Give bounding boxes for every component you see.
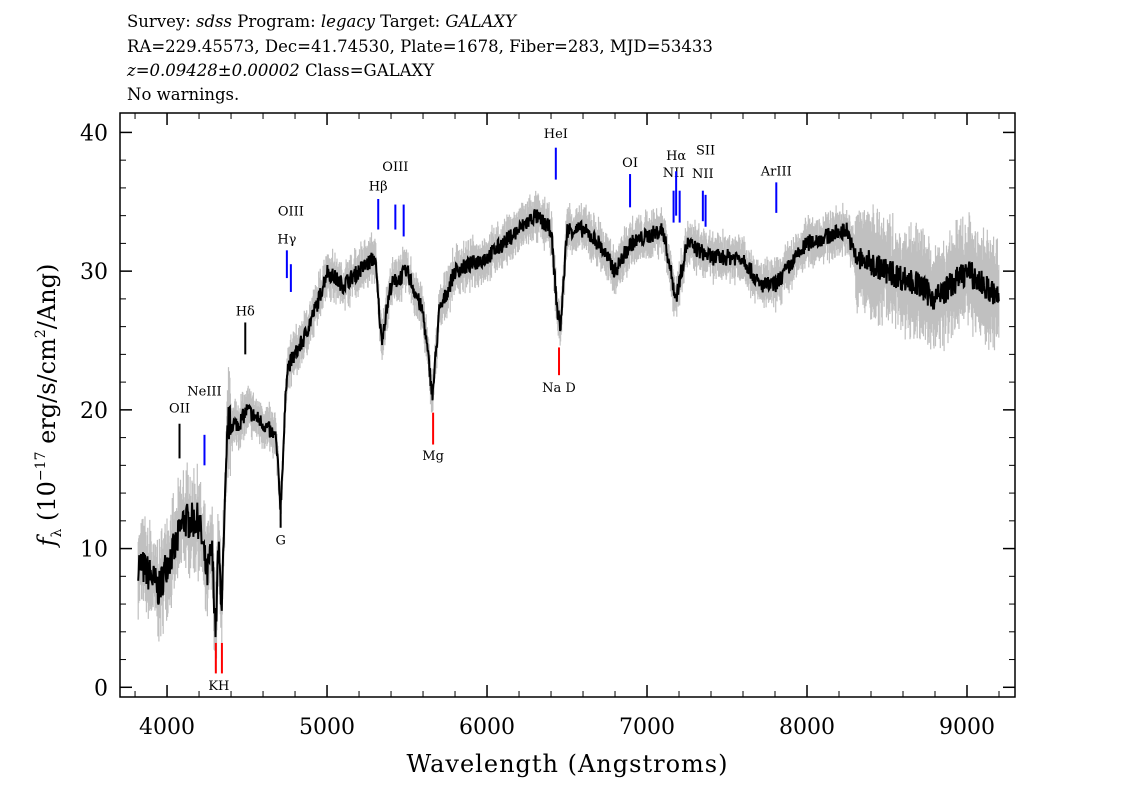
header-line-survey: Survey: sdss Program: legacy Target: GAL… bbox=[127, 12, 516, 31]
spectral-line-label: G bbox=[275, 533, 285, 548]
program-value: legacy bbox=[320, 12, 375, 31]
survey-value: sdss bbox=[196, 12, 232, 31]
spectral-line-label: OII bbox=[169, 402, 190, 417]
spectral-line-label: OI bbox=[622, 156, 638, 171]
spectral-line-label: Hβ bbox=[369, 180, 388, 195]
flux-line bbox=[137, 209, 1000, 638]
y-tick-label: 0 bbox=[94, 676, 108, 701]
header-line-redshift: z=0.09428±0.00002 Class=GALAXY bbox=[127, 61, 434, 80]
redshift-value: z=0.09428±0.00002 bbox=[127, 61, 300, 80]
spectral-line-label: OIII bbox=[382, 160, 408, 175]
spectral-line-label: NII bbox=[663, 166, 685, 181]
plot-frame bbox=[119, 112, 1016, 698]
spectral-line-label: NeIII bbox=[187, 385, 221, 400]
class-value: Class=GALAXY bbox=[299, 61, 435, 80]
y-tick-label: 30 bbox=[80, 260, 108, 285]
spectral-line-label: Na D bbox=[542, 381, 576, 396]
survey-label: Survey: bbox=[127, 12, 197, 31]
x-tick-label: 5000 bbox=[299, 715, 355, 740]
x-axis-label: Wavelength (Angstroms) bbox=[407, 750, 729, 778]
y-tick-label: 20 bbox=[80, 399, 108, 424]
x-tick-label: 6000 bbox=[459, 715, 515, 740]
spectral-line-label: Mg bbox=[422, 449, 444, 464]
spectral-line-label: HeI bbox=[544, 127, 568, 142]
spectral-line-label: Hδ bbox=[236, 305, 255, 320]
target-label: Target: bbox=[374, 12, 446, 31]
x-tick-label: 9000 bbox=[939, 715, 995, 740]
header-line-coords: RA=229.45573, Dec=41.74530, Plate=1678, … bbox=[127, 37, 713, 56]
spectral-line-label: KH bbox=[208, 679, 229, 694]
program-label: Program: bbox=[232, 12, 321, 31]
x-tick-label: 8000 bbox=[779, 715, 835, 740]
spectral-line-label: Hα bbox=[666, 149, 686, 164]
spectral-line-label: NII bbox=[692, 167, 714, 182]
spectral-line-label: OIII bbox=[278, 204, 304, 219]
y-axis-label: fλ (10−17 erg/s/cm2/Ang) bbox=[33, 264, 65, 549]
y-tick-label: 10 bbox=[80, 538, 108, 563]
spectral-line-label: Hγ bbox=[277, 232, 296, 247]
x-tick-label: 4000 bbox=[139, 715, 195, 740]
target-value: GALAXY bbox=[445, 12, 516, 31]
y-tick-label: 40 bbox=[80, 121, 108, 146]
spectral-line-label: SII bbox=[696, 143, 715, 158]
header-line-warnings: No warnings. bbox=[127, 85, 240, 104]
x-tick-label: 7000 bbox=[619, 715, 675, 740]
spectral-line-label: ArIII bbox=[760, 164, 792, 179]
